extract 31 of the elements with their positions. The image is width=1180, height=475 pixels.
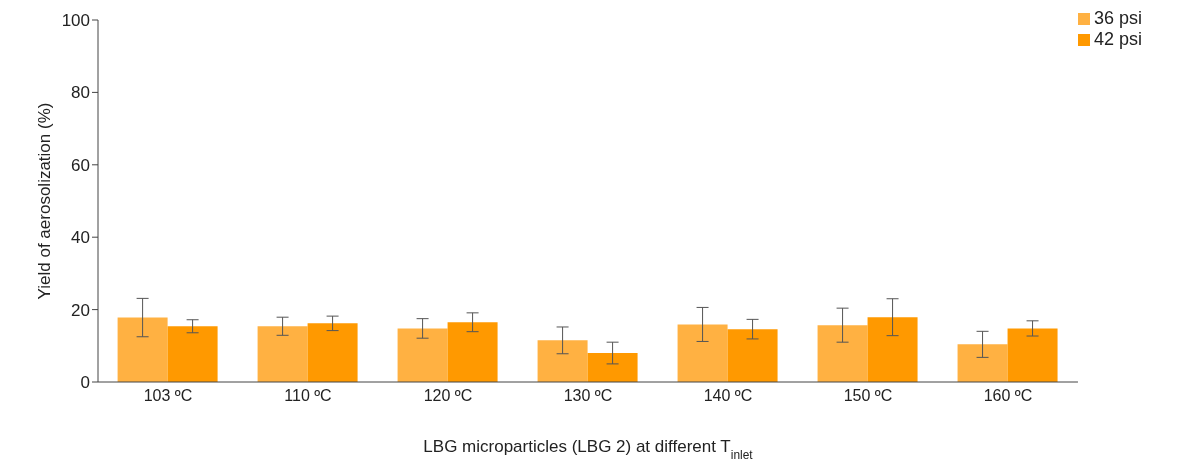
bar [397,328,448,382]
bar [957,344,1008,382]
x-tick-label: 160 ºC [983,387,1033,405]
bar [167,326,218,382]
bar [587,353,638,382]
y-tick-label: 80 [71,83,90,103]
bar [537,340,588,382]
bar [1007,328,1058,382]
x-tick-label: 140 ºC [703,387,753,405]
y-axis-title: Yield of aerosolization (%) [35,102,54,300]
y-tick-label: 40 [71,228,90,248]
bar [867,317,918,382]
bar [677,324,728,382]
x-tick-label: 103 ºC [143,387,193,405]
x-axis-title: LBG microparticles (LBG 2) at different T$_{inlet}$ [423,437,754,462]
x-tick-label: 110 ºC [284,387,332,405]
x-tick-label: 120 ºC [423,387,473,405]
bar [817,325,868,382]
bar [447,322,498,382]
y-tick-label: 20 [71,300,90,320]
legend-label: 42 psi [1093,29,1142,49]
bar [727,329,778,382]
x-tick-label: 130 ºC [563,387,613,405]
bar [307,323,358,382]
y-tick-label: 0 [80,373,90,393]
x-tick-label: 150 ºC [843,387,893,405]
y-tick-label: 100 [61,11,90,31]
legend-label: 36 psi [1093,8,1142,28]
bar [257,326,308,382]
y-tick-label: 60 [71,155,90,175]
bar [117,317,168,382]
